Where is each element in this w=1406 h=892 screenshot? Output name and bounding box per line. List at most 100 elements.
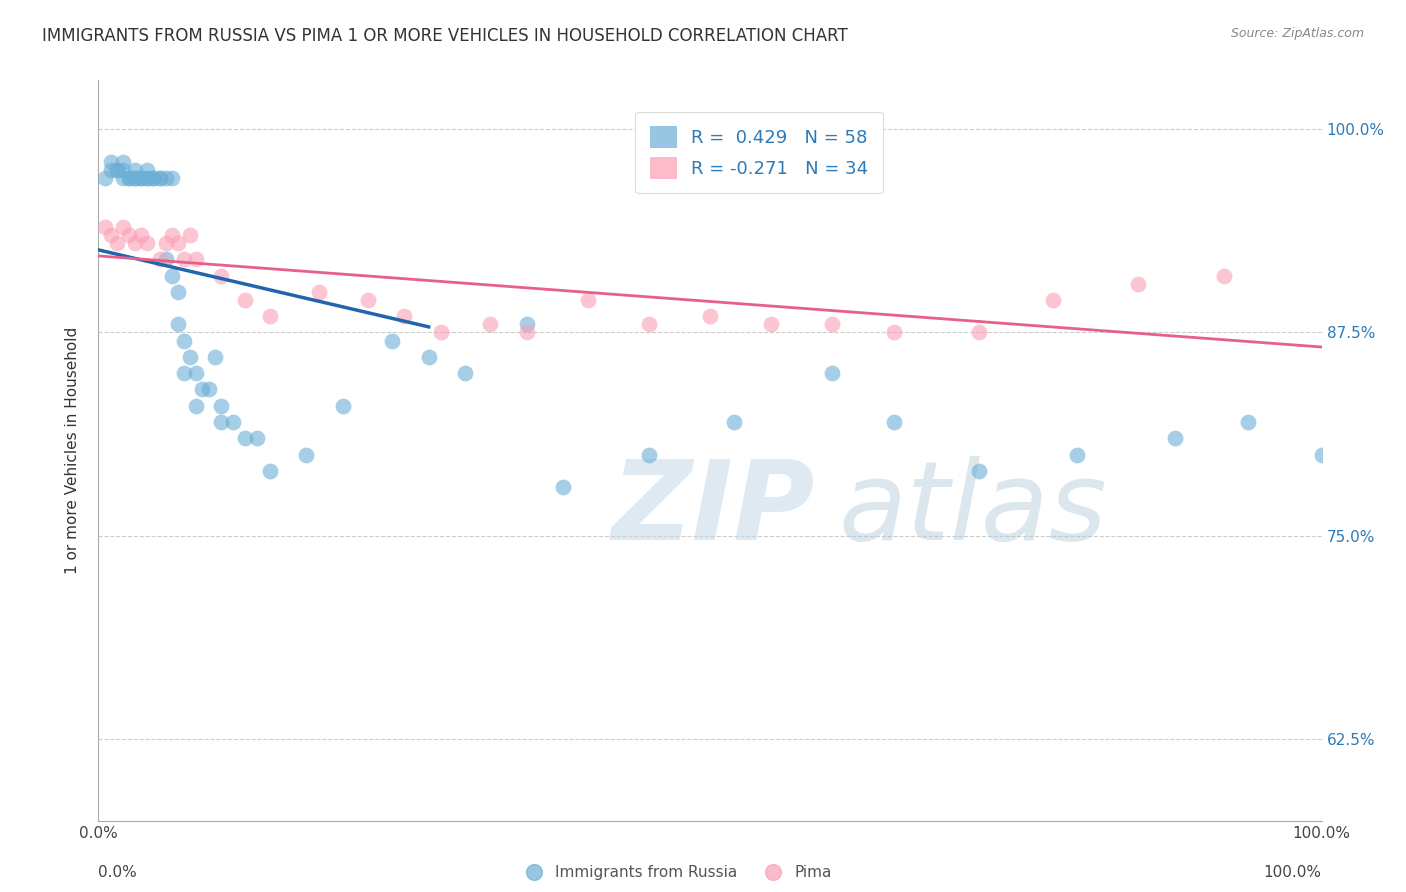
Point: [142, 170, 165, 185]
Point: [173, 334, 195, 348]
Point: [637, 448, 661, 462]
Point: [129, 170, 152, 185]
Point: [160, 170, 183, 185]
Point: [191, 383, 214, 397]
Point: [209, 399, 232, 413]
Point: [93, 219, 115, 234]
Point: [100, 162, 122, 177]
Text: IMMIGRANTS FROM RUSSIA VS PIMA 1 OR MORE VEHICLES IN HOUSEHOLD CORRELATION CHART: IMMIGRANTS FROM RUSSIA VS PIMA 1 OR MORE…: [42, 27, 848, 45]
Point: [111, 219, 134, 234]
Point: [93, 170, 115, 185]
Point: [821, 366, 844, 380]
Text: Source: ZipAtlas.com: Source: ZipAtlas.com: [1230, 27, 1364, 40]
Point: [100, 227, 122, 242]
Point: [1164, 431, 1187, 445]
Point: [124, 235, 146, 250]
Point: [179, 350, 201, 364]
Point: [124, 170, 146, 185]
Point: [699, 310, 721, 324]
Point: [967, 326, 990, 340]
Point: [761, 318, 783, 332]
Point: [160, 227, 183, 242]
Point: [149, 252, 172, 267]
Y-axis label: 1 or more Vehicles in Household: 1 or more Vehicles in Household: [65, 326, 80, 574]
Point: [454, 366, 477, 380]
Point: [1042, 293, 1064, 307]
Point: [149, 170, 172, 185]
Point: [111, 162, 134, 177]
Point: [1237, 415, 1260, 429]
Point: [105, 235, 128, 250]
Point: [295, 448, 318, 462]
Point: [637, 318, 661, 332]
Point: [418, 350, 440, 364]
Point: [155, 235, 177, 250]
Point: [160, 268, 183, 283]
Text: Pima: Pima: [794, 865, 832, 880]
Point: [246, 431, 269, 445]
Point: [100, 154, 122, 169]
Point: [136, 162, 159, 177]
Point: [967, 464, 990, 478]
Legend: R =  0.429   N = 58, R = -0.271   N = 34: R = 0.429 N = 58, R = -0.271 N = 34: [636, 112, 883, 194]
Point: [553, 480, 575, 494]
Point: [167, 235, 190, 250]
Point: [883, 415, 905, 429]
Point: [430, 326, 453, 340]
Point: [222, 415, 245, 429]
Point: [124, 170, 146, 185]
Point: [167, 318, 190, 332]
Point: [129, 170, 152, 185]
Point: [118, 170, 141, 185]
Point: [118, 170, 141, 185]
Text: 100.0%: 100.0%: [1264, 865, 1322, 880]
Point: [883, 326, 905, 340]
Point: [129, 227, 152, 242]
Point: [149, 170, 172, 185]
Point: [1128, 277, 1150, 291]
Point: [1066, 448, 1088, 462]
Point: [204, 350, 226, 364]
Point: [186, 252, 208, 267]
Point: [1310, 448, 1333, 462]
Point: [1212, 268, 1234, 283]
Point: [179, 227, 201, 242]
Point: [392, 310, 416, 324]
Point: [197, 383, 219, 397]
Point: [381, 334, 404, 348]
Point: [173, 366, 195, 380]
Text: ZIP: ZIP: [612, 456, 815, 563]
Point: [111, 170, 134, 185]
Point: [118, 227, 141, 242]
Point: [233, 293, 256, 307]
Point: [167, 285, 190, 299]
Point: [233, 431, 256, 445]
Text: Immigrants from Russia: Immigrants from Russia: [555, 865, 738, 880]
Point: [186, 366, 208, 380]
Point: [259, 310, 281, 324]
Point: [515, 318, 537, 332]
Text: 0.0%: 0.0%: [98, 865, 138, 880]
Point: [136, 235, 159, 250]
Point: [186, 399, 208, 413]
Point: [356, 293, 378, 307]
Point: [478, 318, 501, 332]
Point: [259, 464, 281, 478]
Point: [173, 252, 195, 267]
Point: [136, 170, 159, 185]
Point: [209, 415, 232, 429]
Point: [155, 252, 177, 267]
Point: [821, 318, 844, 332]
Point: [332, 399, 354, 413]
Point: [515, 326, 537, 340]
Point: [124, 162, 146, 177]
Point: [136, 170, 159, 185]
Point: [105, 162, 128, 177]
Point: [111, 154, 134, 169]
Point: [155, 170, 177, 185]
Point: [723, 415, 745, 429]
Point: [209, 268, 232, 283]
Text: atlas: atlas: [838, 456, 1107, 563]
Point: [576, 293, 599, 307]
Point: [105, 162, 128, 177]
